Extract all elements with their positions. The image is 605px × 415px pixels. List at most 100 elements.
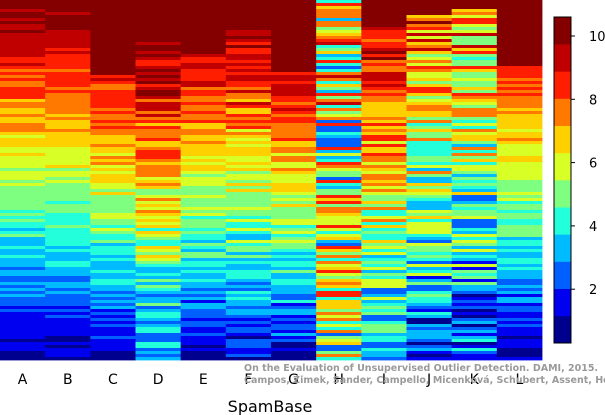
heatmap-cell xyxy=(271,69,317,73)
heatmap-cell xyxy=(451,33,498,37)
heatmap-cell xyxy=(45,183,91,187)
heatmap-cell xyxy=(45,351,91,355)
heatmap-cell xyxy=(135,84,182,88)
x-tick-label: K xyxy=(470,372,480,388)
heatmap-cell xyxy=(0,198,46,202)
heatmap-cell xyxy=(496,90,543,94)
heatmap-cell xyxy=(316,141,362,145)
heatmap-cell xyxy=(225,66,272,70)
heatmap-cell xyxy=(271,99,317,103)
heatmap-cell xyxy=(271,186,317,190)
heatmap-cell xyxy=(90,60,136,64)
heatmap-cell xyxy=(496,270,543,274)
heatmap-cell xyxy=(135,288,182,292)
heatmap-cell xyxy=(90,81,136,85)
heatmap-cell xyxy=(271,189,317,193)
heatmap-cell xyxy=(361,234,407,238)
heatmap-cell xyxy=(180,243,227,247)
heatmap-cell xyxy=(361,342,407,346)
heatmap-cell xyxy=(45,69,91,73)
heatmap-cell xyxy=(180,9,227,13)
heatmap-cell xyxy=(135,315,182,319)
heatmap-cell xyxy=(406,198,453,202)
heatmap-cell xyxy=(0,321,46,325)
heatmap-cell xyxy=(451,213,498,217)
heatmap-cell xyxy=(180,207,227,211)
heatmap-cell xyxy=(316,318,362,322)
heatmap-cell xyxy=(90,330,136,334)
heatmap-cell xyxy=(316,21,362,25)
heatmap-cell xyxy=(135,270,182,274)
heatmap-cell xyxy=(496,258,543,262)
heatmap-cell xyxy=(271,33,317,37)
heatmap-cell xyxy=(225,288,272,292)
heatmap-cell xyxy=(496,57,543,61)
heatmap-cell xyxy=(180,15,227,19)
heatmap-cell xyxy=(316,312,362,316)
heatmap-cell xyxy=(496,75,543,79)
heatmap-cell xyxy=(225,315,272,319)
heatmap-cell xyxy=(0,345,46,349)
heatmap-cell xyxy=(180,0,227,4)
heatmap-cell xyxy=(361,12,407,16)
heatmap-cell xyxy=(90,285,136,289)
heatmap-cell xyxy=(451,282,498,286)
heatmap-cell xyxy=(0,171,46,175)
heatmap-cell xyxy=(135,186,182,190)
heatmap-cell xyxy=(361,267,407,271)
heatmap-cell xyxy=(45,252,91,256)
heatmap-cell xyxy=(316,204,362,208)
heatmap-cell xyxy=(316,117,362,121)
heatmap-cell xyxy=(451,21,498,25)
heatmap-cell xyxy=(45,231,91,235)
heatmap-cell xyxy=(361,183,407,187)
heatmap-cell xyxy=(90,204,136,208)
heatmap-cell xyxy=(180,288,227,292)
x-tick-label: J xyxy=(426,372,431,388)
heatmap-cell xyxy=(225,117,272,121)
heatmap-cell xyxy=(180,105,227,109)
heatmap-cell xyxy=(180,192,227,196)
heatmap-cell xyxy=(90,345,136,349)
heatmap-cell xyxy=(406,30,453,34)
heatmap-cell xyxy=(135,99,182,103)
heatmap-cell xyxy=(225,15,272,19)
heatmap-cell xyxy=(316,48,362,52)
heatmap-cell xyxy=(0,90,46,94)
heatmap-cell xyxy=(496,93,543,97)
heatmap-cell xyxy=(451,273,498,277)
heatmap-cell xyxy=(90,225,136,229)
heatmap-cell xyxy=(45,180,91,184)
heatmap-cell xyxy=(90,30,136,34)
heatmap-cell xyxy=(0,249,46,253)
heatmap-cell xyxy=(135,39,182,43)
colorbar-band xyxy=(554,207,571,235)
heatmap-cell xyxy=(496,63,543,67)
heatmap-cell xyxy=(225,87,272,91)
heatmap-cell xyxy=(225,339,272,343)
heatmap-cell xyxy=(90,114,136,118)
heatmap-cell xyxy=(90,108,136,112)
heatmap-cell xyxy=(180,222,227,226)
x-tick-label: C xyxy=(108,372,118,388)
heatmap-cell xyxy=(451,141,498,145)
heatmap-cell xyxy=(271,147,317,151)
heatmap-cell xyxy=(316,156,362,160)
heatmap-cell xyxy=(361,297,407,301)
heatmap-cell xyxy=(45,339,91,343)
heatmap-cell xyxy=(45,240,91,244)
heatmap-cell xyxy=(90,93,136,97)
heatmap-cell xyxy=(361,318,407,322)
heatmap-cell xyxy=(361,345,407,349)
heatmap-cell xyxy=(271,285,317,289)
colorbar-band xyxy=(554,288,571,317)
heatmap-cell xyxy=(406,144,453,148)
heatmap-cell xyxy=(271,240,317,244)
heatmap-cell xyxy=(361,153,407,157)
heatmap-cell xyxy=(316,219,362,223)
heatmap-cell xyxy=(496,309,543,313)
heatmap-cell xyxy=(451,297,498,301)
heatmap-cell xyxy=(0,144,46,148)
heatmap-cell xyxy=(451,36,498,40)
heatmap-cell xyxy=(180,78,227,82)
